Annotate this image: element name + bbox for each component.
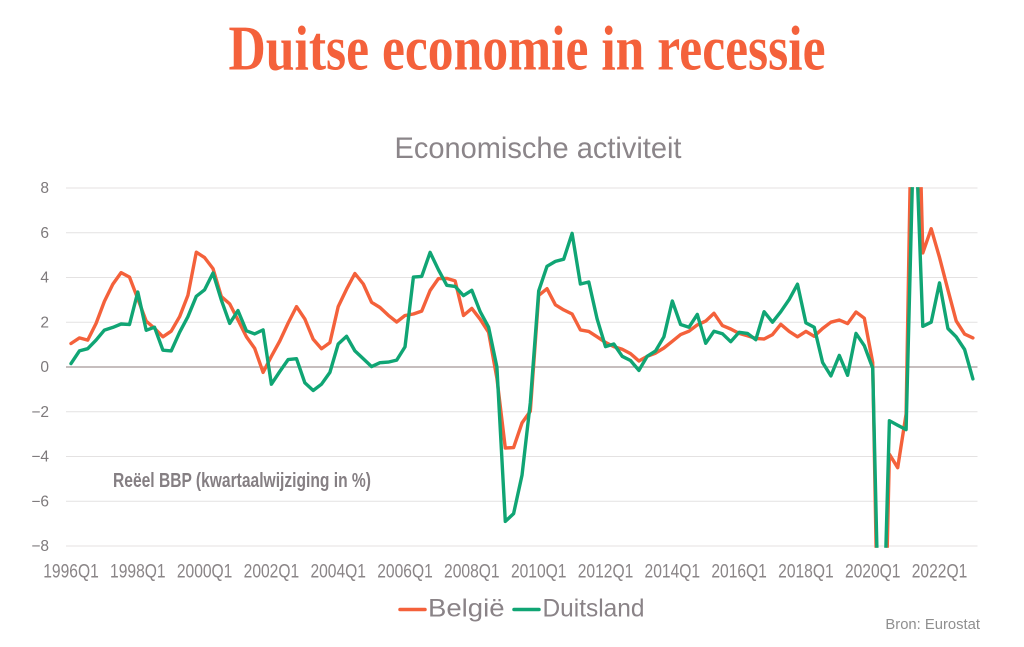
- svg-text:Duitsland: Duitsland: [543, 595, 645, 623]
- svg-text:0: 0: [40, 359, 49, 376]
- svg-text:2000Q1: 2000Q1: [177, 562, 233, 583]
- svg-text:−4: −4: [31, 449, 49, 466]
- svg-text:2018Q1: 2018Q1: [778, 562, 834, 583]
- svg-text:−2: −2: [31, 404, 49, 421]
- svg-text:4: 4: [40, 270, 49, 287]
- svg-text:2010Q1: 2010Q1: [511, 562, 567, 583]
- svg-text:2008Q1: 2008Q1: [444, 562, 500, 583]
- svg-text:1998Q1: 1998Q1: [110, 562, 166, 583]
- svg-text:2020Q1: 2020Q1: [845, 562, 901, 583]
- svg-text:1996Q1: 1996Q1: [43, 562, 99, 583]
- svg-text:8: 8: [40, 180, 49, 197]
- svg-text:Economische activiteit: Economische activiteit: [395, 132, 683, 165]
- svg-text:2016Q1: 2016Q1: [711, 562, 767, 583]
- svg-text:6: 6: [40, 225, 49, 242]
- svg-text:2006Q1: 2006Q1: [377, 562, 433, 583]
- svg-text:2012Q1: 2012Q1: [578, 562, 634, 583]
- svg-text:België: België: [428, 595, 505, 623]
- svg-text:2014Q1: 2014Q1: [645, 562, 701, 583]
- svg-text:2: 2: [40, 314, 49, 331]
- svg-text:Bron: Eurostat: Bron: Eurostat: [885, 617, 980, 633]
- svg-text:2022Q1: 2022Q1: [912, 562, 968, 583]
- svg-text:−6: −6: [31, 493, 49, 510]
- svg-text:Duitse economie in recessie: Duitse economie in recessie: [229, 13, 826, 84]
- svg-text:2004Q1: 2004Q1: [310, 562, 366, 583]
- svg-text:−8: −8: [31, 538, 49, 555]
- svg-text:Reëel BBP (kwartaalwijziging i: Reëel BBP (kwartaalwijziging in %): [113, 470, 371, 492]
- svg-text:2002Q1: 2002Q1: [244, 562, 300, 583]
